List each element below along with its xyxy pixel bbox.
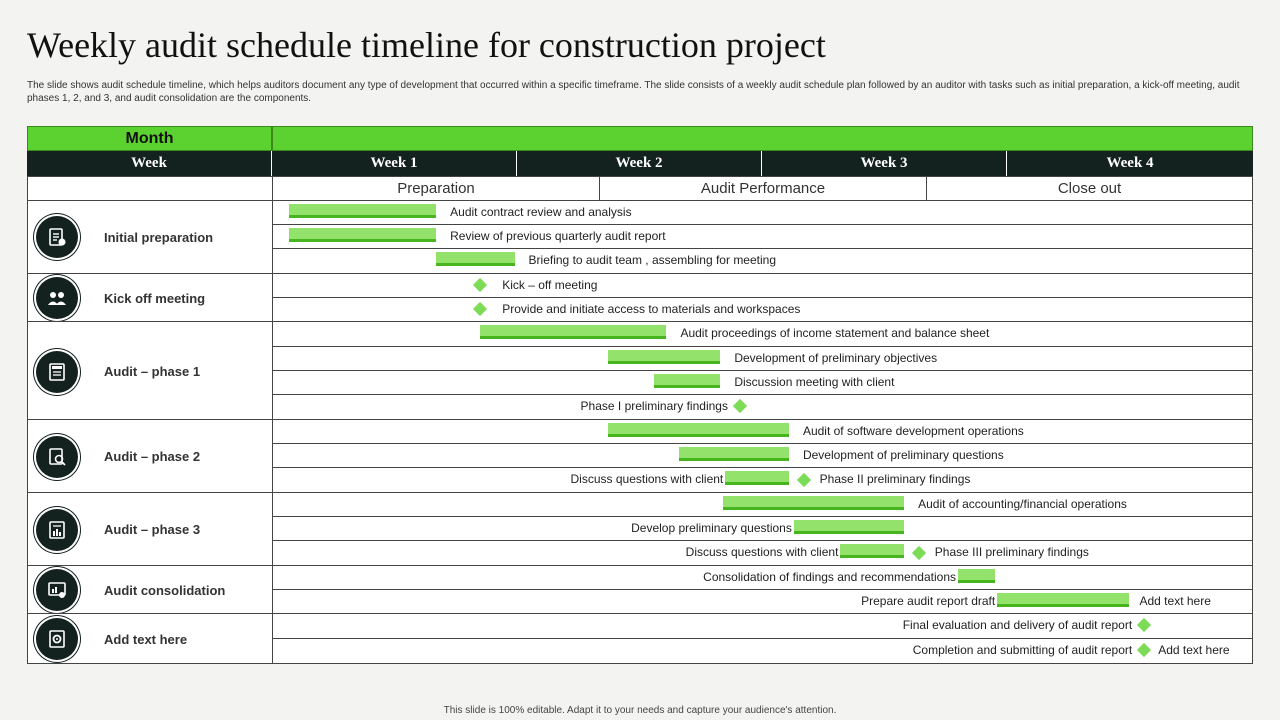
gantt-bar <box>678 447 789 461</box>
gantt-bar <box>958 569 995 583</box>
group-label: Audit consolidation <box>104 583 226 598</box>
phase-preparation: Preparation <box>272 176 600 201</box>
phase-audit-performance-label: Audit Performance <box>700 180 826 197</box>
task-label: Audit of accounting/financial operations <box>918 497 1127 511</box>
week-label: Week <box>131 155 167 171</box>
group-label: Audit – phase 3 <box>104 522 201 537</box>
group-label: Add text here <box>104 632 188 647</box>
week-1-label: Week 1 <box>370 155 418 171</box>
week-header: Week <box>27 151 272 176</box>
task-row <box>272 394 1253 420</box>
chart-search-icon <box>36 569 78 611</box>
gantt-bar <box>607 350 721 364</box>
group-audit-consolidation: Audit consolidation <box>27 565 273 614</box>
checklist-icon <box>36 216 78 258</box>
task-label: Final evaluation and delivery of audit r… <box>902 618 1133 632</box>
week-2-header: Week 2 <box>517 151 762 176</box>
task-label: Prepare audit report draft <box>861 594 996 608</box>
week-2-label: Week 2 <box>615 155 663 171</box>
group-label: Kick off meeting <box>104 291 206 306</box>
task-label: Discuss questions with client <box>685 545 839 559</box>
month-label: Month <box>125 129 174 147</box>
task-label: Develop preliminary questions <box>631 521 792 535</box>
group-audit-phase-1: Audit – phase 1 <box>27 321 273 420</box>
audit-document-icon <box>36 351 78 393</box>
task-label: Review of previous quarterly audit repor… <box>450 229 666 243</box>
footer-note: This slide is 100% editable. Adapt it to… <box>443 705 837 716</box>
phase-header-blank <box>27 176 273 201</box>
task-label: Add text here <box>1139 594 1211 608</box>
task-label: Development of preliminary questions <box>802 448 1004 462</box>
group-label: Initial preparation <box>104 230 214 245</box>
gantt-bar <box>725 471 789 485</box>
task-label: Discuss questions with client <box>570 472 724 486</box>
gantt-bar <box>793 520 905 534</box>
gantt-bar <box>289 228 437 242</box>
week-3-label: Week 3 <box>860 155 908 171</box>
phase-preparation-label: Preparation <box>397 180 475 197</box>
page-title: Weekly audit schedule timeline for const… <box>27 25 826 65</box>
gantt-bar <box>840 544 905 558</box>
gantt-bar <box>654 374 721 388</box>
task-label: Add text here <box>1158 643 1230 657</box>
gantt-bar <box>436 252 515 266</box>
bar-report-icon <box>36 509 78 551</box>
week-1-header: Week 1 <box>272 151 517 176</box>
gantt-bar <box>480 325 667 339</box>
group-audit-phase-2: Audit – phase 2 <box>27 419 273 493</box>
audit-timeline-table: Month Week Week 1 Week 2 Week 3 Week 4 P… <box>27 126 1253 664</box>
group-label: Audit – phase 2 <box>104 449 201 464</box>
task-label: Audit contract review and analysis <box>450 205 632 219</box>
task-label: Phase II preliminary findings <box>819 472 971 486</box>
task-label: Audit proceedings of income statement an… <box>680 326 990 340</box>
task-label: Phase I preliminary findings <box>580 399 728 413</box>
task-label: Provide and initiate access to materials… <box>502 302 801 316</box>
group-kick-off-meeting: Kick off meeting <box>27 273 273 322</box>
slide-description: The slide shows audit schedule timeline,… <box>27 80 1240 104</box>
gantt-bar <box>607 423 789 437</box>
task-row <box>272 273 1253 298</box>
phase-audit-performance: Audit Performance <box>599 176 927 201</box>
task-label: Completion and submitting of audit repor… <box>912 643 1133 657</box>
gantt-bar <box>289 204 437 218</box>
group-audit-phase-3: Audit – phase 3 <box>27 492 273 566</box>
week-4-header: Week 4 <box>1007 151 1253 176</box>
gear-document-icon <box>36 618 78 660</box>
group-add-text: Add text here <box>27 613 273 664</box>
task-label: Phase III preliminary findings <box>934 545 1089 559</box>
magnify-report-icon <box>36 436 78 478</box>
task-label: Consolidation of findings and recommenda… <box>703 570 956 584</box>
task-label: Kick – off meeting <box>502 278 598 292</box>
group-initial-preparation: Initial preparation <box>27 200 273 274</box>
phase-close-out: Close out <box>926 176 1253 201</box>
gantt-bar <box>997 593 1130 607</box>
meeting-people-icon <box>36 277 78 319</box>
month-header: Month <box>27 126 272 151</box>
week-4-label: Week 4 <box>1106 155 1154 171</box>
month-header-span <box>272 126 1253 151</box>
task-label: Briefing to audit team , assembling for … <box>528 253 777 267</box>
group-label: Audit – phase 1 <box>104 364 201 379</box>
gantt-bar <box>722 496 905 510</box>
task-label: Audit of software development operations <box>802 424 1024 438</box>
task-row <box>272 638 1253 664</box>
week-3-header: Week 3 <box>762 151 1007 176</box>
task-label: Development of preliminary objectives <box>734 351 938 365</box>
task-label: Discussion meeting with client <box>734 375 895 389</box>
phase-close-out-label: Close out <box>1057 180 1122 197</box>
